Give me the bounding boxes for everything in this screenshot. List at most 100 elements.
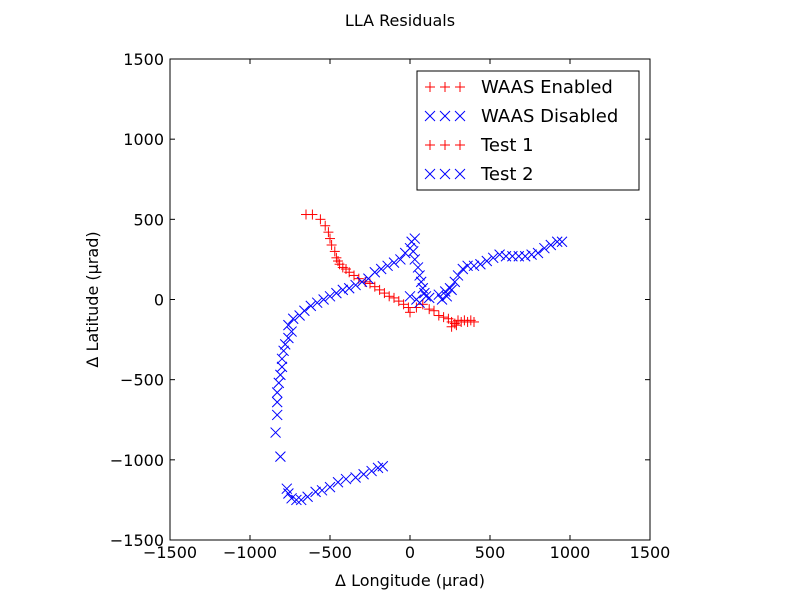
data-point-waas-disabled bbox=[283, 319, 294, 331]
data-point-waas-disabled bbox=[532, 247, 544, 259]
legend-marker-waas-disabled bbox=[424, 110, 436, 122]
legend-marker-test-1 bbox=[455, 140, 465, 150]
data-point-waas-disabled bbox=[331, 287, 342, 299]
data-point-waas-disabled bbox=[278, 345, 289, 357]
data-point-waas-disabled bbox=[302, 491, 313, 503]
data-point-waas-disabled bbox=[388, 257, 400, 268]
data-point-waas-disabled bbox=[551, 236, 563, 248]
data-point-waas-disabled bbox=[409, 233, 421, 244]
data-point-waas-disabled bbox=[382, 260, 393, 272]
data-point-waas-disabled bbox=[279, 339, 291, 350]
data-point-waas-disabled bbox=[441, 290, 453, 302]
data-point-waas-disabled bbox=[350, 279, 361, 291]
data-point-waas-disabled bbox=[457, 263, 469, 275]
data-point-waas-disabled bbox=[539, 242, 550, 254]
data-point-waas-disabled bbox=[414, 297, 425, 309]
y-tick-label: 1500 bbox=[123, 50, 164, 69]
x-tick-label: −1000 bbox=[223, 543, 277, 562]
data-point-waas-disabled bbox=[299, 305, 310, 317]
data-point-waas-disabled bbox=[545, 239, 557, 251]
legend-marker-test-2 bbox=[454, 168, 466, 180]
data-point-waas-enabled bbox=[446, 321, 457, 332]
data-point-waas-disabled bbox=[375, 263, 387, 275]
data-point-waas-disabled bbox=[271, 387, 283, 398]
data-point-waas-enabled bbox=[429, 305, 439, 316]
y-axis-label: Δ Latitude (μrad) bbox=[83, 231, 102, 367]
x-tick-label: 1000 bbox=[550, 543, 591, 562]
data-point-waas-disabled bbox=[414, 270, 425, 281]
chart-title: LLA Residuals bbox=[345, 11, 455, 30]
axis-ticks: −1500 −1000 −500 0 500 1000 1500 −1500 −1000 −500… bbox=[110, 50, 670, 562]
data-point-waas-disabled bbox=[358, 468, 369, 480]
legend-marker-waas-disabled bbox=[439, 110, 451, 122]
legend-marker-waas-enabled bbox=[440, 82, 450, 92]
data-point-waas-disabled bbox=[276, 361, 288, 373]
data-point-waas-disabled bbox=[324, 290, 336, 302]
data-point-waas-enabled bbox=[329, 246, 340, 257]
data-point-waas-enabled bbox=[307, 209, 318, 220]
data-point-waas-disabled bbox=[404, 290, 416, 302]
legend-marker-test-1 bbox=[425, 140, 435, 150]
legend-label-waas-disabled: WAAS Disabled bbox=[481, 106, 618, 127]
legend-box bbox=[416, 70, 640, 191]
data-point-waas-disabled bbox=[291, 494, 302, 506]
legend-label-test-1: Test 1 bbox=[480, 135, 534, 156]
data-point-waas-disabled bbox=[337, 284, 349, 296]
data-point-waas-disabled bbox=[436, 294, 448, 305]
data-marks bbox=[270, 209, 568, 506]
legend-label-test-2: Test 2 bbox=[480, 164, 534, 185]
data-point-waas-enabled bbox=[384, 291, 395, 302]
x-tick-label: −500 bbox=[308, 543, 352, 562]
y-tick-label: −1500 bbox=[110, 531, 164, 550]
y-tick-label: 1000 bbox=[123, 130, 164, 149]
x-tick-label: 500 bbox=[475, 543, 506, 562]
data-point-waas-disabled bbox=[556, 236, 568, 248]
data-point-waas-disabled bbox=[415, 276, 427, 288]
data-point-waas-disabled bbox=[366, 465, 377, 477]
data-point-waas-disabled bbox=[332, 476, 344, 488]
data-point-waas-enabled bbox=[417, 299, 428, 310]
data-point-waas-disabled bbox=[423, 292, 435, 304]
data-point-waas-disabled bbox=[310, 486, 321, 498]
data-point-waas-disabled bbox=[350, 472, 361, 483]
series-waas-disabled bbox=[270, 233, 568, 506]
data-point-waas-disabled bbox=[409, 254, 421, 265]
data-point-waas-disabled bbox=[283, 488, 294, 499]
data-point-waas-disabled bbox=[356, 276, 368, 288]
x-tick-label: −1500 bbox=[143, 543, 197, 562]
legend-marker-test-2 bbox=[439, 168, 451, 180]
plot-frame bbox=[169, 58, 651, 541]
legend-marker-waas-enabled bbox=[425, 82, 435, 92]
legend-marker-test-1 bbox=[440, 140, 450, 150]
data-point-waas-disabled bbox=[475, 258, 486, 270]
data-point-waas-enabled bbox=[424, 304, 435, 315]
data-point-waas-disabled bbox=[487, 252, 499, 264]
data-point-waas-disabled bbox=[270, 427, 281, 438]
data-point-waas-disabled bbox=[271, 396, 283, 408]
data-point-waas-disabled bbox=[318, 294, 329, 305]
data-point-waas-disabled bbox=[494, 249, 505, 260]
legend: WAAS Enabled WAAS Disabled Test 1 Test 2 bbox=[416, 70, 640, 191]
data-point-waas-disabled bbox=[275, 451, 286, 462]
data-point-waas-disabled bbox=[446, 284, 457, 296]
data-point-waas-enabled bbox=[315, 214, 326, 225]
data-point-waas-disabled bbox=[283, 332, 294, 344]
x-axis-label: Δ Longitude (μrad) bbox=[335, 571, 485, 590]
data-point-waas-disabled bbox=[395, 254, 406, 265]
data-point-waas-enabled bbox=[320, 220, 331, 231]
data-point-waas-disabled bbox=[305, 300, 317, 312]
x-tick-label: 1500 bbox=[630, 543, 671, 562]
data-point-waas-enabled bbox=[469, 316, 479, 327]
data-point-waas-enabled bbox=[438, 312, 449, 323]
data-point-waas-enabled bbox=[326, 239, 337, 250]
data-point-waas-disabled bbox=[286, 326, 297, 337]
legend-markers bbox=[424, 82, 466, 180]
data-point-waas-disabled bbox=[343, 282, 355, 294]
data-point-waas-enabled bbox=[405, 307, 415, 318]
data-point-waas-disabled bbox=[311, 297, 323, 309]
data-point-waas-disabled bbox=[519, 250, 531, 262]
data-point-waas-disabled bbox=[295, 494, 307, 506]
y-tick-label: 0 bbox=[154, 291, 164, 310]
x-tick-label: 0 bbox=[405, 543, 415, 562]
